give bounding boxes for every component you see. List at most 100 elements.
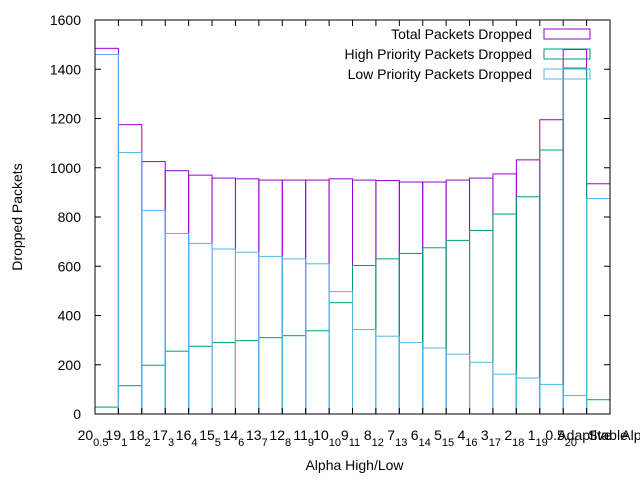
y-tick-label: 1400 [50, 61, 81, 77]
bar-total-packets-dropped [398, 181, 424, 415]
y-tick-label: 400 [58, 308, 82, 324]
legend-swatch [543, 68, 591, 80]
bar-low-priority-packets-dropped [258, 255, 283, 415]
bar-total-packets-dropped [234, 178, 260, 415]
bar-low-priority-packets-dropped [445, 353, 471, 415]
bar-total-packets-dropped [211, 177, 236, 415]
bar-total-packets-dropped [375, 180, 400, 415]
bar-high-priority-packets-dropped [188, 345, 213, 415]
bar-high-priority-packets-dropped [586, 399, 611, 415]
bar-high-priority-packets-dropped [211, 342, 236, 415]
bar-total-packets-dropped [328, 178, 354, 415]
bar-total-packets-dropped [94, 47, 119, 415]
x-tick-label: 200.5 [78, 427, 109, 449]
bar-low-priority-packets-dropped [141, 209, 166, 415]
bar-high-priority-packets-dropped [328, 302, 354, 415]
bar-low-priority-packets-dropped [164, 232, 190, 415]
bar-total-packets-dropped [539, 119, 564, 415]
bar-total-packets-dropped [492, 173, 517, 415]
legend-label: High Priority Packets Dropped [344, 46, 532, 62]
x-tick-label: 164 [176, 427, 198, 449]
x-tick-label: 119 [293, 427, 314, 449]
y-tick-label: 1000 [50, 160, 81, 176]
y-axis-label: Dropped Packets [9, 163, 25, 270]
bar-total-packets-dropped [352, 179, 377, 415]
bar-high-priority-packets-dropped [492, 213, 517, 415]
y-tick-label: 1600 [50, 12, 81, 28]
bar-high-priority-packets-dropped [305, 330, 330, 415]
x-tick-label: 128 [269, 427, 291, 449]
bar-low-priority-packets-dropped [328, 291, 354, 415]
bar-high-priority-packets-dropped [352, 265, 377, 415]
x-tick-label: 173 [152, 427, 174, 449]
bar-total-packets-dropped [281, 179, 307, 415]
y-tick-label: 200 [58, 357, 82, 373]
bar-high-priority-packets-dropped [164, 350, 190, 415]
legend-label: Total Packets Dropped [391, 26, 532, 42]
x-tick-label: 911 [341, 427, 360, 449]
bar-low-priority-packets-dropped [211, 248, 236, 415]
bar-total-packets-dropped [305, 179, 330, 415]
bar-low-priority-packets-dropped [586, 198, 611, 415]
bar-high-priority-packets-dropped [141, 364, 166, 415]
bar-high-priority-packets-dropped [234, 340, 260, 415]
legend: Total Packets Dropped High Priority Packe… [344, 26, 591, 82]
bar-high-priority-packets-dropped [445, 239, 471, 415]
x-axis-label: Alpha High/Low [305, 457, 404, 473]
x-tick-label: 182 [129, 427, 151, 449]
x-tick-label: 191 [106, 427, 128, 449]
bar-high-priority-packets-dropped [515, 196, 541, 415]
series-layer [94, 47, 611, 415]
bar-total-packets-dropped [445, 179, 471, 415]
bar-high-priority-packets-dropped [398, 252, 424, 415]
bar-high-priority-packets-dropped [117, 385, 143, 415]
bar-high-priority-packets-dropped [562, 67, 588, 415]
bar-low-priority-packets-dropped [492, 373, 517, 415]
bar-low-priority-packets-dropped [352, 329, 377, 415]
x-tick-label: 137 [246, 427, 268, 449]
bar-total-packets-dropped [515, 159, 541, 415]
bar-low-priority-packets-dropped [305, 263, 330, 415]
bar-total-packets-dropped [422, 181, 447, 415]
bar-low-priority-packets-dropped [398, 342, 424, 415]
bar-low-priority-packets-dropped [539, 383, 564, 415]
x-tick-label: Adaptive [557, 427, 612, 443]
legend-swatch [543, 48, 591, 60]
x-tick-label: Alp [621, 427, 640, 443]
y-tick-label: 0 [73, 406, 81, 422]
bar-total-packets-dropped [562, 49, 588, 415]
y-tick-label: 1200 [50, 111, 81, 127]
bar-total-packets-dropped [258, 179, 283, 415]
legend-swatch [543, 28, 591, 40]
bar-total-packets-dropped [141, 161, 166, 415]
bar-high-priority-packets-dropped [539, 149, 564, 415]
bar-total-packets-dropped [188, 174, 213, 415]
x-tick-label: 614 [411, 427, 431, 449]
x-tick-label: 119 [528, 427, 548, 449]
x-tick-label: 0.520 [545, 427, 577, 449]
bar-total-packets-dropped [586, 183, 611, 415]
y-tick-label: 600 [58, 258, 82, 274]
bar-low-priority-packets-dropped [375, 335, 400, 415]
x-tick-label: 812 [364, 427, 384, 449]
bar-total-packets-dropped [469, 177, 494, 415]
x-tick-label: 155 [199, 427, 221, 449]
bar-low-priority-packets-dropped [469, 361, 494, 415]
bar-high-priority-packets-dropped [94, 406, 119, 415]
bar-low-priority-packets-dropped [234, 251, 260, 415]
bar-low-priority-packets-dropped [94, 53, 119, 415]
bar-low-priority-packets-dropped [281, 258, 307, 415]
bar-high-priority-packets-dropped [258, 337, 283, 415]
x-tick-label: 317 [481, 427, 501, 449]
bar-low-priority-packets-dropped [515, 377, 541, 415]
x-tick-label: 713 [387, 427, 407, 449]
y-tick-label: 800 [58, 209, 82, 225]
x-tick-label: Stable [588, 427, 628, 443]
x-tick-label: 515 [434, 427, 454, 449]
bar-high-priority-packets-dropped [422, 247, 447, 415]
legend-label: Low Priority Packets Dropped [348, 66, 532, 82]
bar-high-priority-packets-dropped [469, 230, 494, 415]
bar-low-priority-packets-dropped [562, 395, 588, 415]
